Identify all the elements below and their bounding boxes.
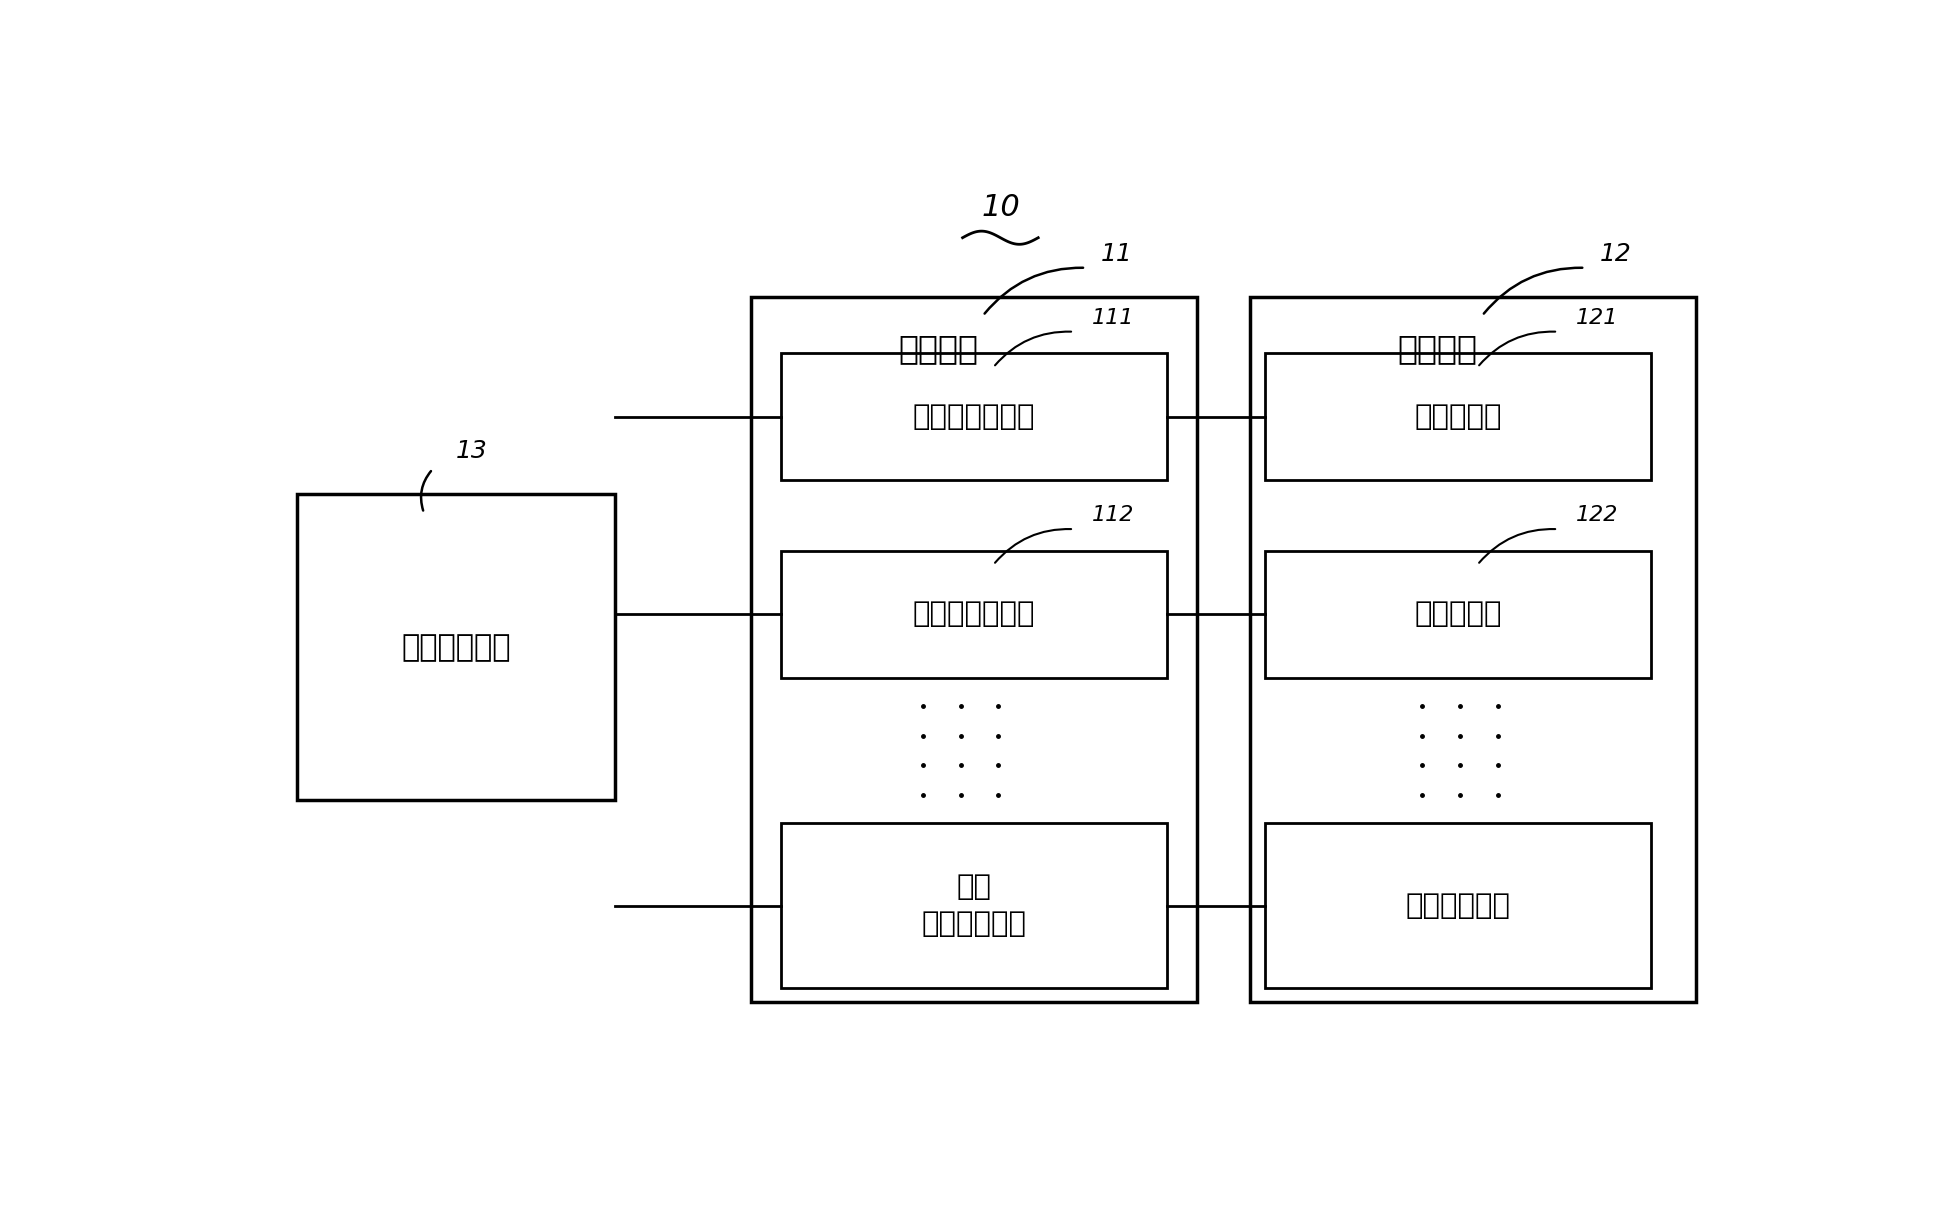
Text: 数据处理装置: 数据处理装置: [400, 632, 511, 662]
Text: 13: 13: [455, 440, 488, 463]
Text: 第十二风机组: 第十二风机组: [1405, 891, 1511, 919]
Text: 第一变频器装置: 第一变频器装置: [914, 403, 1035, 431]
Text: 12: 12: [1601, 242, 1632, 266]
Text: 111: 111: [1091, 308, 1134, 328]
Bar: [781, 353, 1167, 480]
Text: 第一风机组: 第一风机组: [1415, 403, 1501, 431]
Bar: [1265, 353, 1651, 480]
Text: 10: 10: [982, 193, 1019, 222]
Text: 第二变频器装置: 第二变频器装置: [914, 601, 1035, 629]
Bar: [1265, 551, 1651, 678]
Text: 11: 11: [1101, 242, 1132, 266]
Text: 第二风机组: 第二风机组: [1415, 601, 1501, 629]
Bar: [781, 551, 1167, 678]
Bar: [752, 297, 1197, 1002]
Bar: [297, 495, 615, 800]
Text: 风冷装置: 风冷装置: [1398, 332, 1478, 365]
Text: 121: 121: [1575, 308, 1618, 328]
Text: 122: 122: [1575, 505, 1618, 525]
Text: 第十
二变频器装置: 第十 二变频器装置: [921, 873, 1027, 938]
Bar: [1249, 297, 1696, 1002]
Text: 控制装置: 控制装置: [898, 332, 978, 365]
Bar: [781, 823, 1167, 988]
Bar: [1265, 823, 1651, 988]
Text: 112: 112: [1091, 505, 1134, 525]
